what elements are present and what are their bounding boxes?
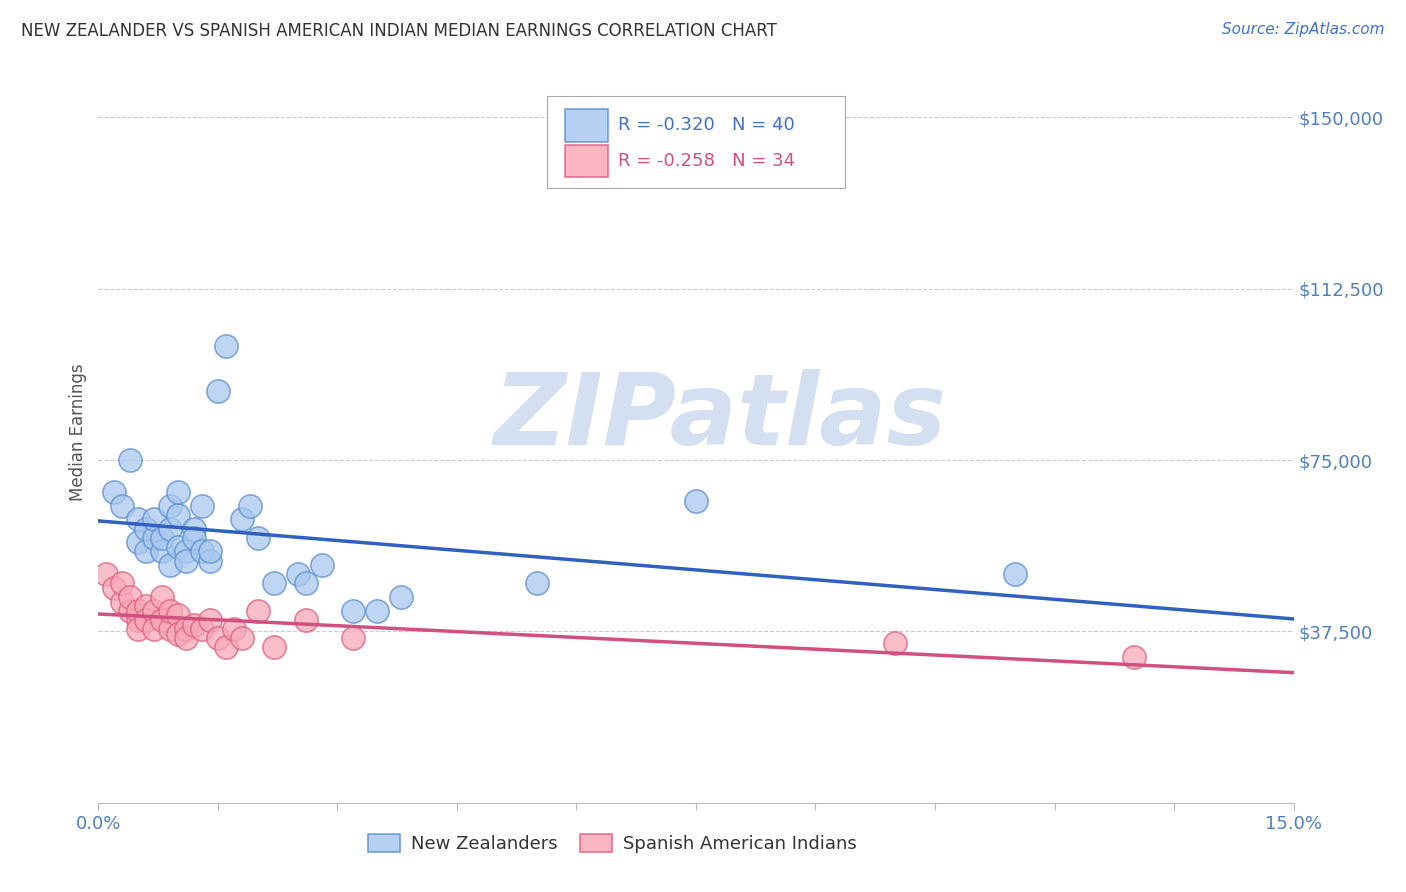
Text: NEW ZEALANDER VS SPANISH AMERICAN INDIAN MEDIAN EARNINGS CORRELATION CHART: NEW ZEALANDER VS SPANISH AMERICAN INDIAN…	[21, 22, 778, 40]
Point	[159, 622, 181, 636]
Point	[366, 604, 388, 618]
Point	[150, 613, 173, 627]
Text: ZIPatlas: ZIPatlas	[494, 369, 946, 467]
Point	[96, 567, 118, 582]
Point	[294, 576, 316, 591]
Point	[111, 595, 134, 609]
FancyBboxPatch shape	[547, 95, 845, 188]
Point	[120, 604, 142, 618]
Point	[1123, 649, 1146, 664]
Point	[127, 613, 149, 627]
Point	[342, 604, 364, 618]
Point	[103, 485, 125, 500]
Text: Source: ZipAtlas.com: Source: ZipAtlas.com	[1222, 22, 1385, 37]
Point	[127, 512, 149, 526]
Point	[159, 604, 181, 618]
Point	[215, 339, 238, 353]
Text: R = -0.258   N = 34: R = -0.258 N = 34	[619, 152, 796, 169]
Point	[191, 499, 214, 513]
Point	[263, 640, 285, 655]
Point	[167, 608, 190, 623]
Point	[167, 508, 190, 522]
Point	[685, 494, 707, 508]
Point	[127, 622, 149, 636]
Point	[167, 485, 190, 500]
Point	[311, 558, 333, 573]
Legend: New Zealanders, Spanish American Indians: New Zealanders, Spanish American Indians	[361, 827, 863, 861]
FancyBboxPatch shape	[565, 109, 607, 142]
Point	[135, 522, 157, 536]
Point	[167, 540, 190, 554]
Point	[143, 531, 166, 545]
Point	[222, 622, 245, 636]
Point	[294, 613, 316, 627]
Point	[183, 522, 205, 536]
Point	[231, 632, 253, 646]
Point	[263, 576, 285, 591]
Point	[135, 544, 157, 558]
Point	[127, 604, 149, 618]
Point	[246, 531, 269, 545]
Point	[143, 622, 166, 636]
Point	[191, 544, 214, 558]
Point	[150, 590, 173, 604]
Point	[174, 553, 197, 567]
Point	[239, 499, 262, 513]
Point	[111, 499, 134, 513]
Point	[207, 384, 229, 399]
Point	[207, 632, 229, 646]
Point	[231, 512, 253, 526]
Point	[174, 632, 197, 646]
Point	[150, 544, 173, 558]
Point	[127, 535, 149, 549]
Point	[174, 622, 197, 636]
Point	[287, 567, 309, 582]
Point	[135, 599, 157, 614]
Point	[150, 531, 173, 545]
Point	[183, 531, 205, 545]
Point	[159, 499, 181, 513]
Point	[246, 604, 269, 618]
Point	[159, 558, 181, 573]
Point	[198, 553, 221, 567]
Point	[174, 544, 197, 558]
Point	[120, 453, 142, 467]
Point	[111, 576, 134, 591]
Point	[167, 626, 190, 640]
Y-axis label: Median Earnings: Median Earnings	[69, 364, 87, 501]
Point	[120, 590, 142, 604]
Point	[389, 590, 412, 604]
Text: R = -0.320   N = 40: R = -0.320 N = 40	[619, 116, 794, 135]
Point	[143, 604, 166, 618]
Point	[191, 622, 214, 636]
Point	[198, 544, 221, 558]
Point	[526, 576, 548, 591]
Point	[1004, 567, 1026, 582]
Point	[103, 581, 125, 595]
Point	[159, 522, 181, 536]
Point	[183, 617, 205, 632]
FancyBboxPatch shape	[565, 145, 607, 178]
Point	[198, 613, 221, 627]
Point	[135, 613, 157, 627]
Point	[342, 632, 364, 646]
Point	[215, 640, 238, 655]
Point	[143, 512, 166, 526]
Point	[884, 636, 907, 650]
